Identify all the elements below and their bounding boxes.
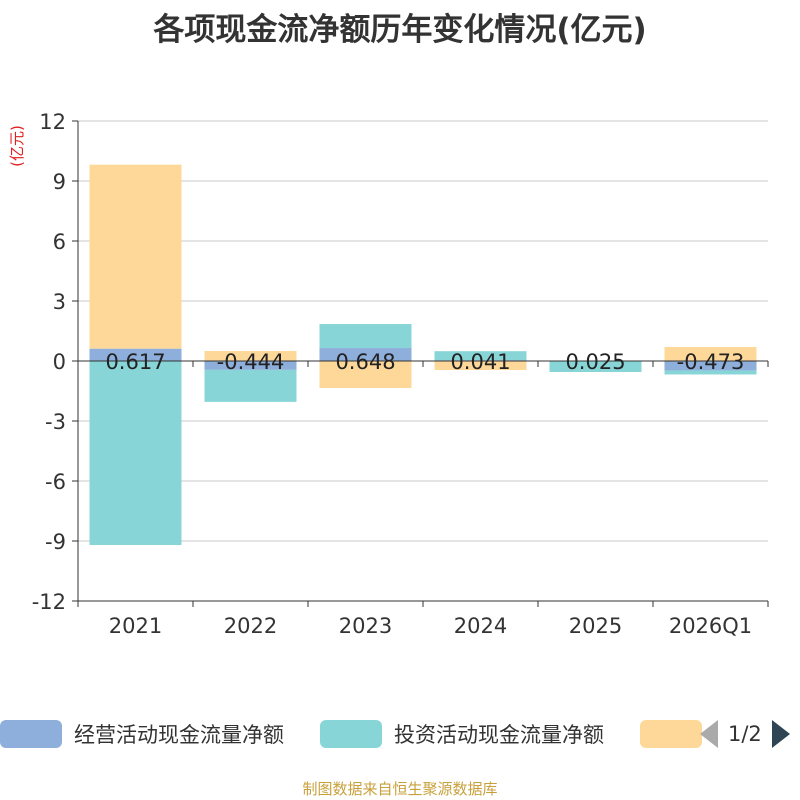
y-tick-label: 6 (53, 230, 66, 254)
legend: 经营活动现金流量净额 投资活动现金流量净额 1/2 (0, 716, 800, 756)
data-source-note: 制图数据来自恒生聚源数据库 (302, 780, 498, 798)
y-tick-label: 12 (39, 110, 66, 134)
prev-page-icon[interactable] (700, 720, 718, 748)
axes: 12 9 6 3 0 -3 -6 -9 -12 (亿元) 2021 2022 2023 2024 2025 2… (8, 110, 769, 638)
legend-label-investing: 投资活动现金流量净额 (394, 723, 604, 747)
legend-pager: 1/2 (700, 718, 790, 750)
legend-page-indicator: 1/2 (728, 722, 762, 746)
x-tick-label: 2025 (569, 614, 622, 638)
data-label: 0.025 (565, 350, 625, 374)
data-label: -0.473 (677, 350, 745, 374)
legend-item-financing[interactable] (640, 718, 702, 750)
legend-swatch-financing (640, 720, 702, 748)
bar-investing (319, 324, 412, 349)
legend-item-investing[interactable]: 投资活动现金流量净额 (320, 718, 604, 750)
x-tick-label: 2026Q1 (669, 614, 752, 638)
bar-financing (319, 361, 412, 388)
chart-title: 各项现金流净额历年变化情况(亿元) (153, 12, 647, 48)
bar-operating (319, 348, 412, 361)
data-label: -0.444 (217, 350, 285, 374)
bar-operating (89, 348, 182, 361)
bar-investing (664, 370, 757, 375)
y-tick-label: -3 (45, 410, 66, 434)
bar-financing (434, 361, 527, 370)
bar-investing (89, 361, 182, 545)
y-axis-label: (亿元) (8, 125, 26, 167)
next-page-icon[interactable] (771, 720, 790, 748)
x-tick-label: 2021 (109, 614, 162, 638)
bar-investing (204, 369, 297, 402)
x-tick-label: 2024 (454, 614, 507, 638)
y-tick-label: 0 (53, 350, 66, 374)
data-label: 0.648 (335, 350, 395, 374)
y-tick-label: 3 (53, 290, 66, 314)
y-tick-label: -12 (32, 590, 66, 614)
bar-financing (204, 351, 297, 361)
bar-series (89, 164, 757, 545)
legend-swatch-operating (0, 720, 62, 748)
bar-operating (204, 361, 297, 370)
y-tick-label: -6 (45, 470, 66, 494)
bar-chart: 12 9 6 3 0 -3 -6 -9 -12 (亿元) 2021 2022 2023 2024 2025 2… (8, 110, 769, 638)
bar-investing (549, 361, 642, 372)
x-tick-label: 2023 (339, 614, 392, 638)
legend-label-operating: 经营活动现金流量净额 (74, 723, 284, 747)
data-labels: 0.617 -0.444 0.648 0.041 0.025 -0.473 (105, 350, 744, 374)
data-label: 0.617 (105, 350, 165, 374)
legend-item-operating[interactable]: 经营活动现金流量净额 (0, 718, 284, 750)
bar-operating (664, 361, 757, 371)
data-label: 0.041 (450, 350, 510, 374)
y-tick-label: 9 (53, 170, 66, 194)
legend-swatch-investing (320, 720, 382, 748)
bar-financing (89, 164, 182, 349)
bar-investing (434, 351, 527, 361)
x-tick-label: 2022 (224, 614, 277, 638)
bar-financing (664, 347, 757, 361)
y-tick-label: -9 (45, 530, 66, 554)
